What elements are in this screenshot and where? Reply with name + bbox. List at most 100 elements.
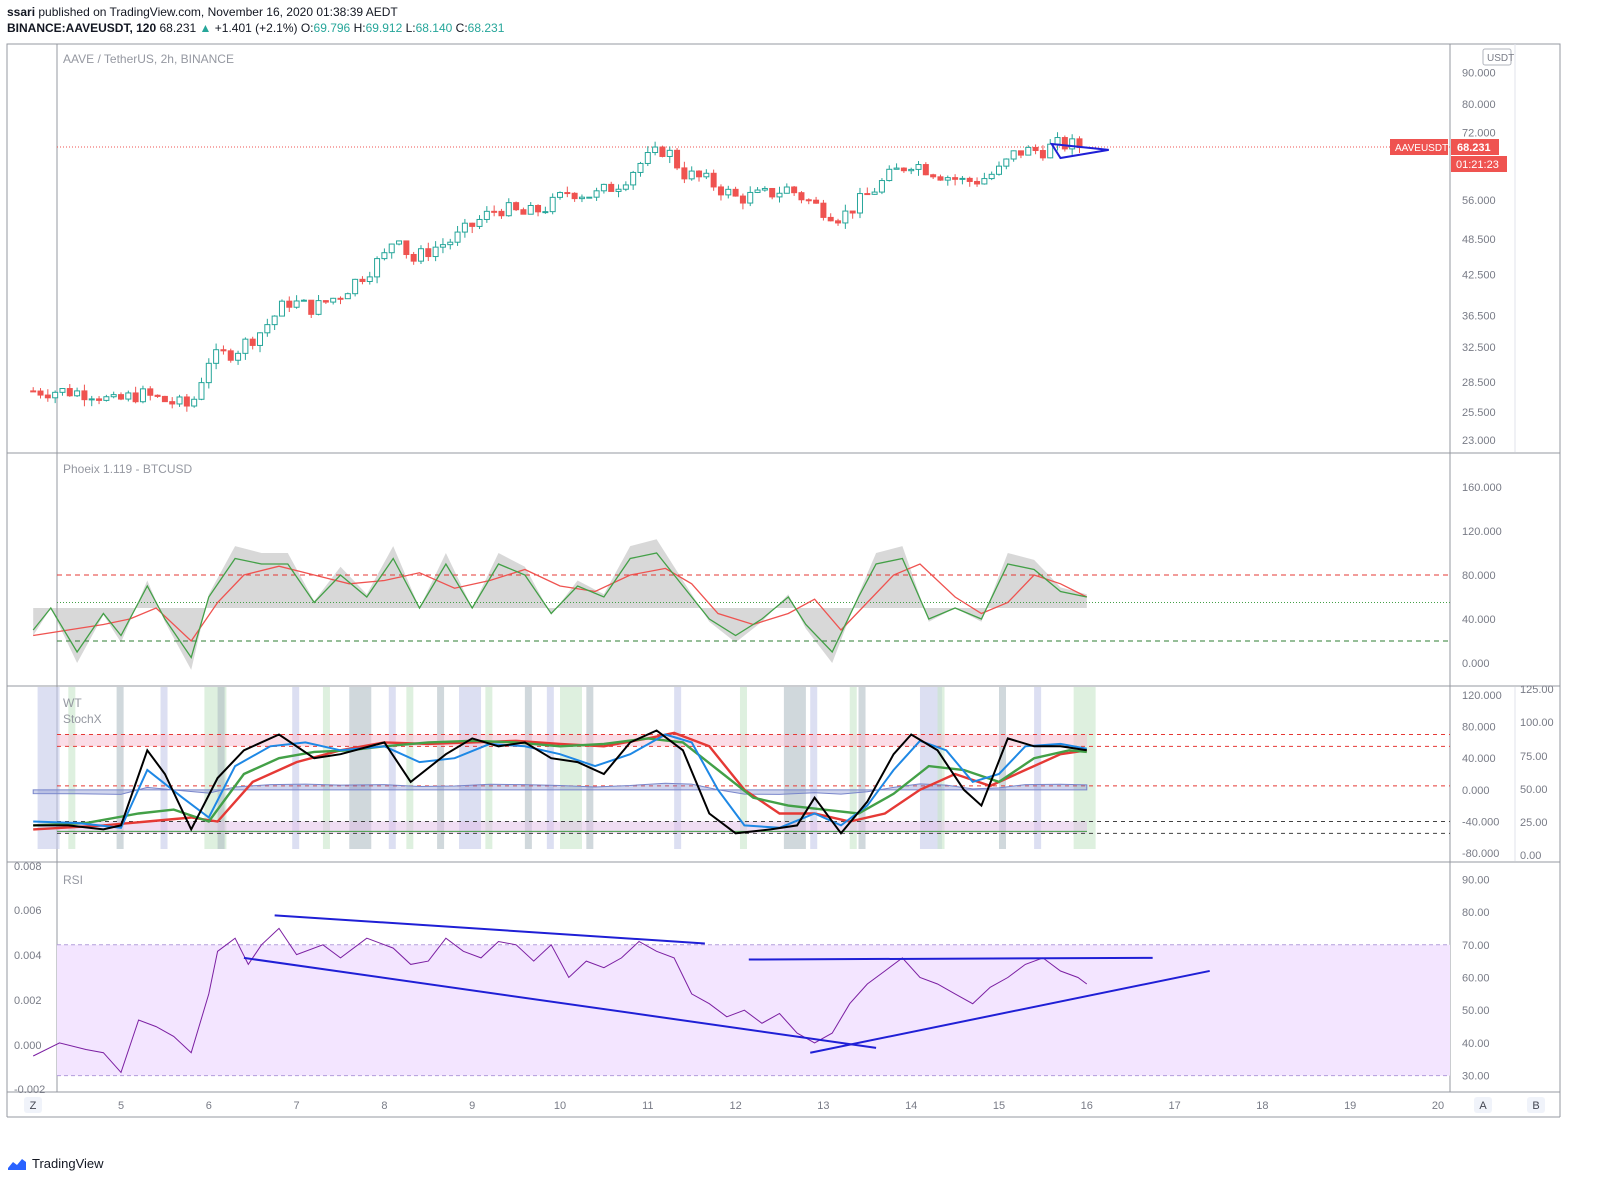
candle-body bbox=[352, 278, 359, 295]
time-tick-label: 17 bbox=[1168, 1100, 1180, 1112]
candle-body bbox=[637, 162, 644, 173]
last-price-tag: 68.231 bbox=[1457, 142, 1491, 154]
candle-body bbox=[922, 164, 929, 176]
time-tick-label: 11 bbox=[642, 1100, 653, 1112]
left-scale-tick-label: 0.002 bbox=[14, 995, 42, 1007]
candle-body bbox=[59, 388, 66, 393]
phoeix-tick-label: 40.000 bbox=[1462, 614, 1496, 626]
signal-band bbox=[524, 687, 532, 849]
signal-band bbox=[810, 687, 818, 849]
candle-body bbox=[622, 184, 629, 190]
time-tick-label: 5 bbox=[118, 1100, 124, 1112]
candle-body bbox=[132, 392, 139, 403]
tradingview-logo-icon bbox=[8, 1158, 26, 1170]
candle-body bbox=[249, 338, 256, 346]
candle-body bbox=[447, 241, 454, 246]
candle-body bbox=[220, 349, 227, 352]
candle-body bbox=[315, 300, 322, 315]
stochx-tick-label: 0.00 bbox=[1520, 850, 1541, 862]
countdown-box bbox=[1451, 156, 1507, 173]
candle-body bbox=[81, 390, 88, 401]
candle-body bbox=[396, 240, 403, 245]
candle-body bbox=[959, 177, 966, 180]
candle-body bbox=[717, 186, 724, 196]
candle-body bbox=[257, 332, 264, 346]
candle-body bbox=[322, 300, 329, 303]
price-tick-label: 42.500 bbox=[1462, 270, 1496, 282]
scale-mode-button-label: A bbox=[1479, 1100, 1487, 1112]
left-scale-tick-label: 0.006 bbox=[14, 905, 42, 917]
high-value: 69.912 bbox=[365, 21, 403, 35]
footer-brand[interactable]: TradingView bbox=[8, 1156, 104, 1171]
price-label-box bbox=[1451, 139, 1499, 156]
time-tick-label: 6 bbox=[206, 1100, 212, 1112]
phoeix-pane[interactable]: Phoeix 1.119 - BTCUSD 160.000 120.000 80.00… bbox=[32, 462, 1502, 670]
close-label: C: bbox=[455, 21, 468, 35]
time-tick-label: 18 bbox=[1256, 1100, 1268, 1112]
candle-body bbox=[66, 388, 73, 397]
left-scale-tick-label: 0.004 bbox=[14, 950, 42, 962]
candle-body bbox=[1032, 146, 1039, 152]
candle-body bbox=[37, 390, 44, 396]
candle-body bbox=[337, 297, 344, 300]
time-tick-label: 10 bbox=[554, 1100, 566, 1112]
oversold-zone bbox=[57, 821, 1087, 834]
candle-body bbox=[330, 297, 337, 303]
candle-body bbox=[213, 349, 220, 364]
rsi-pane[interactable]: RSI 90.00 80.00 70.00 60.00 50.00 40.00 30.00 0.… bbox=[14, 861, 1490, 1096]
candle-body bbox=[578, 196, 585, 200]
price-tick-label: 80.000 bbox=[1462, 99, 1496, 111]
phoeix-tick-label: 80.000 bbox=[1462, 570, 1496, 582]
candle-body bbox=[161, 395, 168, 403]
price-tick-label: 25.500 bbox=[1462, 407, 1496, 419]
candle-body bbox=[359, 278, 366, 282]
signal-band bbox=[485, 687, 493, 849]
wt-stochx-pane[interactable]: WT StochX 120.000 80.000 40.000 0.000 -40.000 -… bbox=[32, 684, 1554, 862]
candle-body bbox=[461, 222, 468, 233]
candle-body bbox=[44, 394, 51, 399]
signal-band bbox=[783, 687, 806, 849]
rsi-trendline bbox=[748, 956, 1153, 961]
candle-body bbox=[813, 199, 820, 204]
publish-date: published on TradingView.com, November 1… bbox=[38, 5, 398, 19]
price-tick-label: 56.000 bbox=[1462, 195, 1496, 207]
price-tick-label: 72.000 bbox=[1462, 128, 1496, 140]
scale-mode-button[interactable] bbox=[1527, 1097, 1545, 1113]
stochx-tick-label: 100.00 bbox=[1520, 717, 1554, 729]
candle-body bbox=[1039, 150, 1046, 159]
candle-body bbox=[849, 210, 856, 214]
rsi-trendline bbox=[810, 969, 1210, 1054]
signal-band bbox=[999, 687, 1006, 849]
scale-mode-button[interactable] bbox=[1474, 1097, 1492, 1113]
candle-body bbox=[974, 180, 981, 185]
candle-body bbox=[483, 210, 490, 220]
time-tick-label: 14 bbox=[905, 1100, 917, 1112]
publisher-name: ssari bbox=[7, 5, 36, 19]
candle-body bbox=[30, 390, 37, 393]
up-arrow-icon: ▲ bbox=[199, 21, 212, 35]
candle-body bbox=[403, 240, 410, 255]
wt2-line bbox=[33, 733, 1087, 829]
zoom-button-label: Z bbox=[30, 1100, 37, 1112]
wt-tick-label: 120.000 bbox=[1462, 690, 1502, 702]
zoom-button[interactable] bbox=[24, 1097, 42, 1113]
left-scale-tick-label: -0.002 bbox=[14, 1084, 45, 1096]
candle-body bbox=[842, 210, 849, 224]
time-axis[interactable]: 5 6 7 8 9 10 11 12 13 14 15 16 17 18 19 20 Z A B bbox=[6, 1092, 1561, 1118]
rsi-tick-label: 70.00 bbox=[1462, 940, 1490, 952]
candle-body bbox=[169, 401, 176, 405]
candle-body bbox=[666, 149, 673, 157]
currency-label: USDT bbox=[1487, 53, 1514, 64]
price-pane[interactable]: AAVE / TetherUS, 2h, BINANCE 90.000 80.000… bbox=[30, 48, 1515, 447]
stochx-tick-label: 125.00 bbox=[1520, 684, 1554, 696]
candle-body bbox=[286, 300, 293, 308]
symbol-label-box bbox=[1390, 139, 1448, 156]
time-tick-label: 8 bbox=[381, 1100, 387, 1112]
currency-box bbox=[1482, 48, 1512, 66]
signal-band bbox=[560, 687, 582, 849]
phoeix-slow-line bbox=[33, 563, 1088, 642]
candle-body bbox=[908, 168, 915, 172]
last-price: 68.231 bbox=[159, 21, 197, 35]
publish-info: ssari published on TradingView.com, Nove… bbox=[7, 5, 398, 19]
